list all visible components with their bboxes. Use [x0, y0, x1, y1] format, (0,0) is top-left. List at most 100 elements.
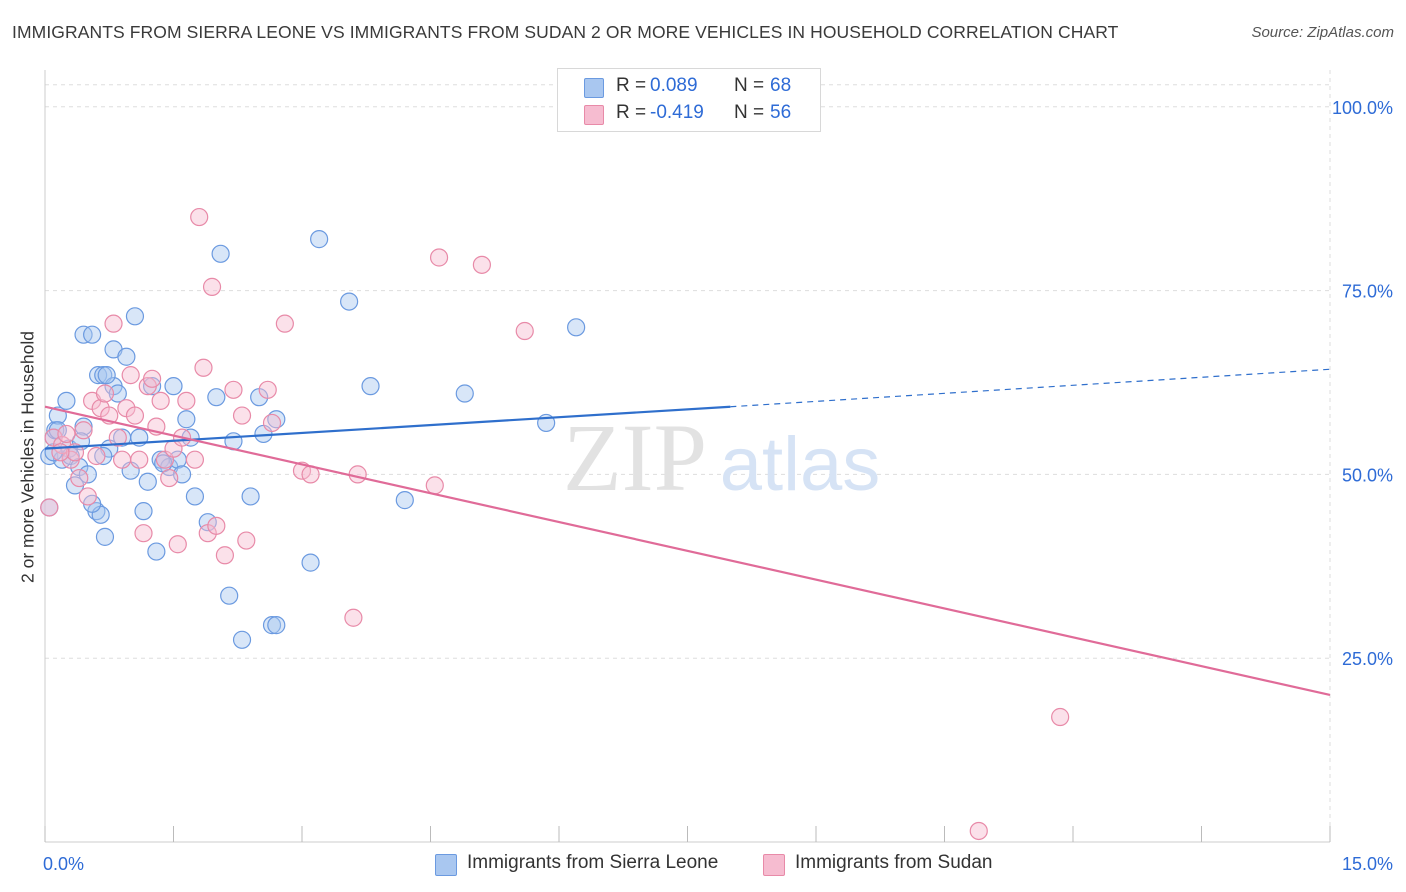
trend-line-sierra-leone-extension	[730, 368, 1331, 408]
point-sierra-leone	[138, 472, 157, 491]
y-tick-label: 75.0%	[1342, 282, 1393, 302]
point-sudan	[515, 321, 534, 341]
point-sudan	[57, 424, 76, 444]
point-sudan	[177, 391, 196, 410]
legend-r-label: R =	[616, 75, 647, 96]
point-sierra-leone	[301, 553, 320, 572]
point-sudan	[969, 821, 988, 841]
point-sudan	[121, 366, 140, 385]
point-sudan	[95, 384, 115, 403]
point-sierra-leone	[134, 502, 153, 521]
point-sierra-leone	[95, 527, 115, 546]
legend-swatch-blue	[435, 854, 457, 876]
watermark-atlas: atlas	[720, 422, 881, 507]
point-sierra-leone	[125, 307, 145, 326]
trend-line-sudan	[44, 405, 1331, 697]
point-sierra-leone	[220, 586, 239, 605]
legend-n-value: 68	[770, 75, 792, 96]
tick-labels: 25.0% 50.0% 75.0% 100.0% 0.0% 15.0%	[43, 98, 1393, 874]
point-sierra-leone	[361, 377, 380, 396]
point-sudan	[429, 248, 449, 267]
point-sudan	[108, 428, 127, 447]
point-sudan	[237, 531, 256, 550]
y-tick-label: 25.0%	[1342, 649, 1393, 669]
point-sudan	[348, 465, 367, 484]
point-sudan	[425, 476, 444, 495]
point-sierra-leone	[310, 230, 329, 249]
point-sudan	[1051, 707, 1070, 727]
point-sudan	[194, 358, 213, 377]
watermark-zip: ZIP	[563, 404, 707, 511]
legend-n-value: 56	[770, 102, 792, 123]
point-sudan	[168, 535, 187, 554]
point-sudan	[275, 314, 294, 333]
point-sierra-leone	[94, 446, 113, 466]
legend-swatch-pink	[584, 105, 604, 125]
point-sudan	[78, 487, 97, 506]
point-sierra-leone	[142, 377, 162, 396]
point-sudan	[104, 314, 123, 333]
y-tick-label: 100.0%	[1332, 98, 1393, 118]
point-sudan	[185, 450, 205, 469]
point-sierra-leone	[395, 491, 414, 510]
point-sudan	[224, 380, 243, 399]
bottom-legend-label: Immigrants from Sierra Leone	[467, 852, 719, 873]
legend-r-value: -0.419	[650, 102, 704, 123]
point-sierra-leone	[262, 616, 282, 635]
chart-title: IMMIGRANTS FROM SIERRA LEONE VS IMMIGRAN…	[12, 22, 1119, 42]
point-sudan	[112, 450, 132, 469]
point-sudan	[232, 406, 252, 425]
bottom-legend-label: Immigrants from Sudan	[795, 852, 993, 873]
trend-lines	[44, 368, 1331, 697]
point-sierra-leone	[567, 318, 586, 337]
y-tick-label: 50.0%	[1342, 465, 1393, 485]
point-sudan	[190, 207, 209, 227]
x-tick-label: 0.0%	[43, 854, 84, 874]
point-sudan	[258, 380, 277, 399]
point-sierra-leone	[177, 410, 196, 429]
point-sierra-leone	[267, 616, 286, 635]
x-tick-label: 15.0%	[1342, 854, 1393, 874]
point-sudan	[207, 516, 226, 535]
point-sudan	[74, 421, 93, 440]
point-sierra-leone	[185, 487, 205, 506]
scatter-points	[40, 207, 1070, 841]
correlation-legend: R = 0.089 N = 68 R = -0.419 N = 56	[557, 68, 821, 132]
legend-n-label: N =	[734, 102, 765, 123]
point-sierra-leone	[97, 366, 116, 385]
legend-swatch-pink	[763, 854, 785, 876]
y-axis-label: 2 or more Vehicles in Household	[17, 331, 38, 583]
point-sudan	[125, 406, 145, 425]
trend-line-sierra-leone	[44, 405, 731, 450]
point-sudan	[40, 498, 59, 517]
point-sudan	[215, 546, 234, 565]
point-sierra-leone	[147, 542, 166, 561]
point-sierra-leone	[241, 487, 260, 506]
point-sudan	[160, 468, 179, 488]
legend-n-label: N =	[734, 75, 765, 96]
point-sierra-leone	[455, 384, 474, 403]
point-sierra-leone	[108, 384, 127, 403]
point-sudan	[151, 391, 170, 410]
point-sudan	[202, 277, 222, 296]
point-sudan	[344, 608, 363, 627]
point-sudan	[472, 255, 491, 274]
source-label: Source: ZipAtlas.com	[1251, 24, 1394, 41]
point-sierra-leone	[164, 377, 183, 396]
point-sudan	[142, 369, 162, 388]
point-sierra-leone	[340, 292, 359, 311]
point-sudan	[134, 524, 153, 543]
axes	[44, 70, 1331, 843]
point-sierra-leone	[211, 244, 230, 263]
legend-r-label: R =	[616, 102, 647, 123]
point-sudan	[262, 413, 282, 433]
point-sierra-leone	[232, 630, 252, 649]
point-sudan	[87, 446, 106, 466]
point-sierra-leone	[57, 391, 76, 410]
point-sudan	[70, 468, 89, 488]
legend-swatch-blue	[584, 78, 604, 98]
point-sierra-leone	[83, 325, 102, 344]
point-sierra-leone	[207, 388, 226, 407]
watermark: ZIP atlas	[563, 404, 880, 511]
